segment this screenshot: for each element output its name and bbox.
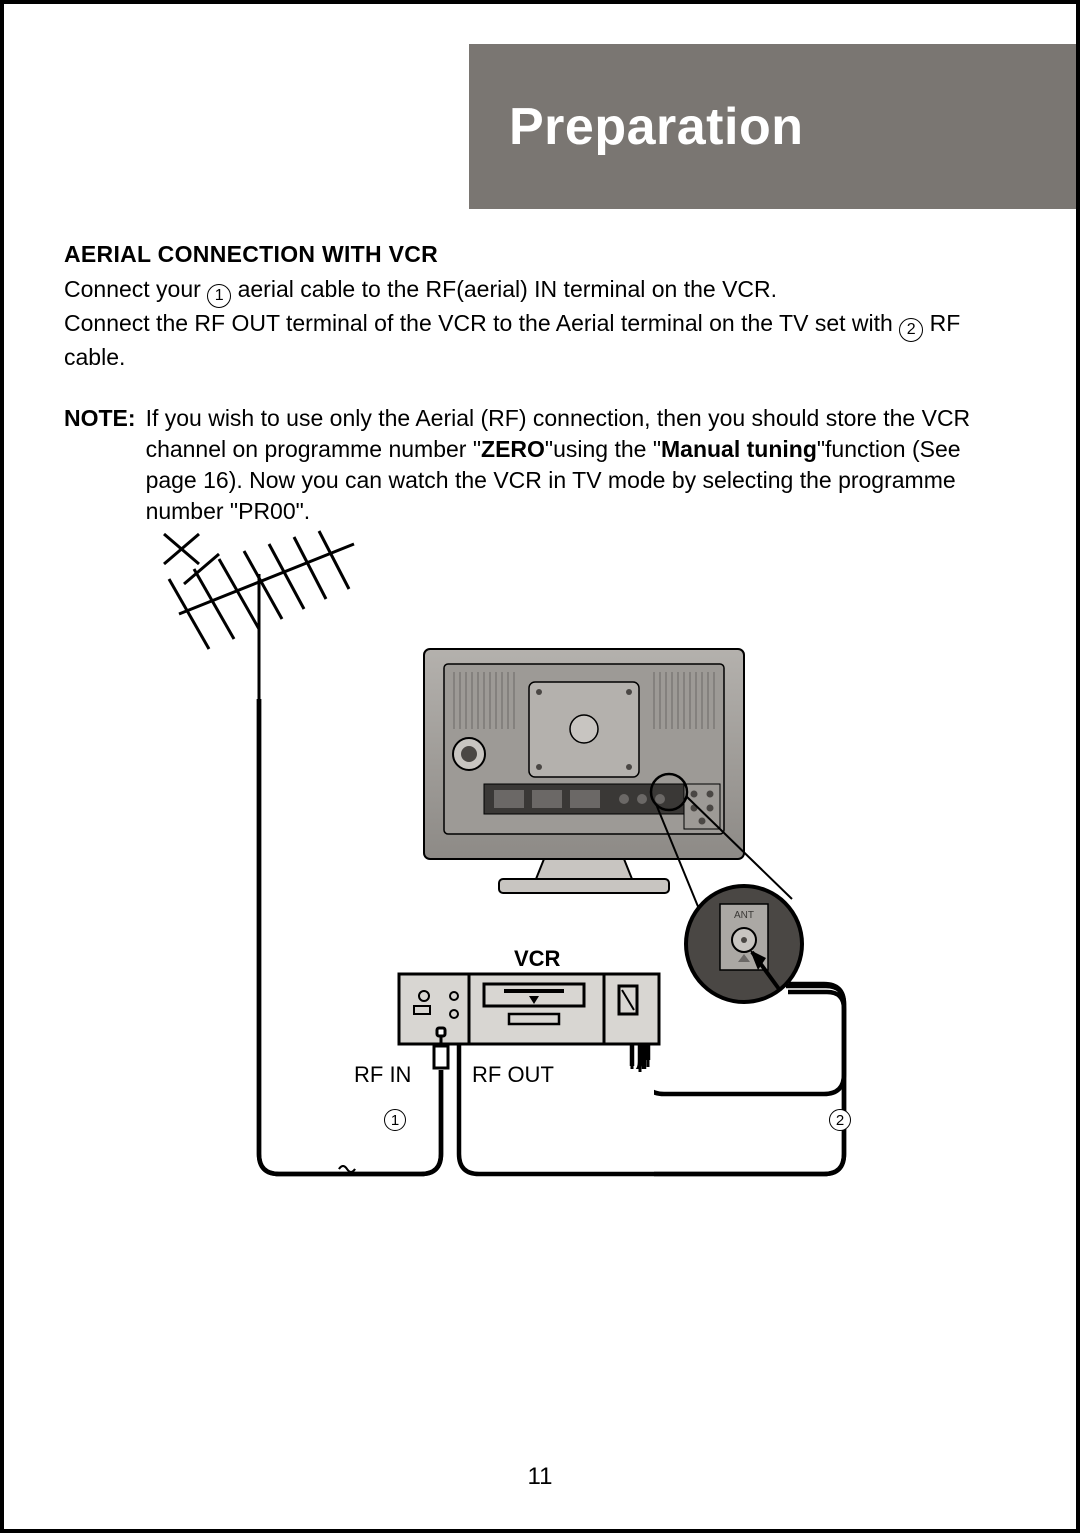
manual-page: Preparation AERIAL CONNECTION WITH VCR C… — [0, 0, 1080, 1533]
note-block: NOTE: If you wish to use only the Aerial… — [64, 403, 1016, 527]
line1-post: aerial cable to the RF(aerial) IN termin… — [238, 276, 777, 302]
instruction-paragraph: Connect your 1 aerial cable to the RF(ae… — [64, 274, 1016, 373]
aerial-antenna-icon — [164, 531, 354, 699]
section-header-block: Preparation — [469, 44, 1076, 209]
diagram-svg: ANT — [124, 514, 924, 1234]
circled-1-icon: 1 — [207, 284, 231, 308]
section-header-title: Preparation — [509, 97, 803, 157]
rf-in-label: RF IN — [354, 1062, 411, 1088]
diagram-marker-1-icon: 1 — [384, 1109, 406, 1131]
line1-pre: Connect your — [64, 276, 207, 302]
cable-1 — [259, 699, 441, 1174]
subsection-heading: AERIAL CONNECTION WITH VCR — [64, 239, 1016, 270]
ant-terminal-callout: ANT — [686, 886, 802, 1002]
ant-label: ANT — [734, 910, 754, 921]
note-text: If you wish to use only the Aerial (RF) … — [146, 403, 1016, 527]
vcr-label: VCR — [514, 946, 560, 972]
diagram-marker-2-icon: 2 — [829, 1109, 851, 1131]
tv-rear-icon — [424, 649, 744, 893]
rf-in-connector-icon — [434, 1028, 448, 1068]
body-text: AERIAL CONNECTION WITH VCR Connect your … — [64, 239, 1016, 527]
connection-diagram: ANT — [124, 514, 924, 1234]
page-number: 11 — [4, 1463, 1076, 1491]
note-label: NOTE: — [64, 403, 136, 527]
rf-out-label: RF OUT — [472, 1062, 554, 1088]
circled-2-icon: 2 — [899, 318, 923, 342]
line2-pre: Connect the RF OUT terminal of the VCR t… — [64, 310, 899, 336]
